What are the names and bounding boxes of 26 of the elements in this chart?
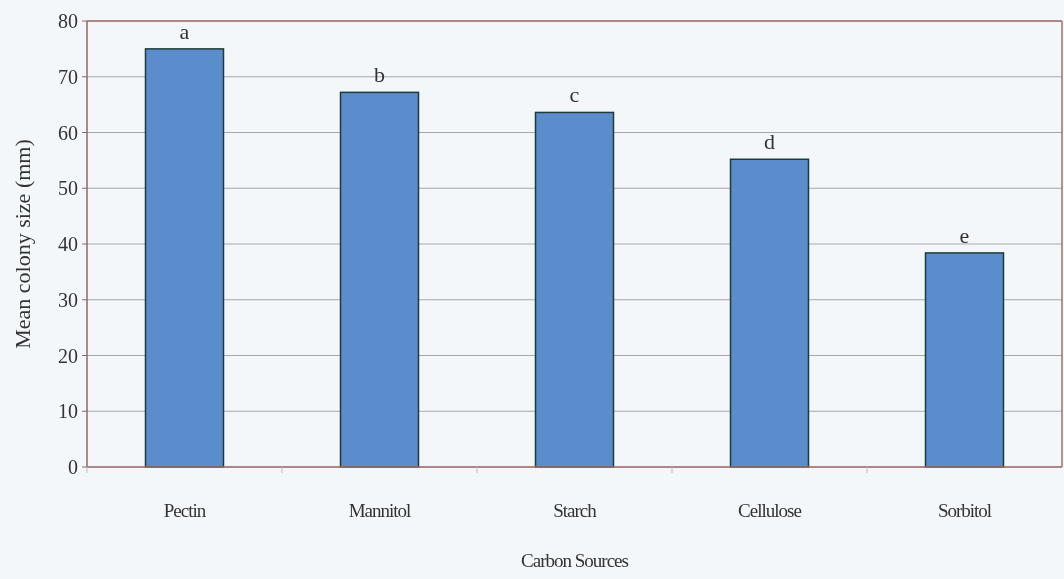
bar — [924, 252, 1005, 468]
annotation: c — [569, 82, 580, 108]
annotation: d — [764, 129, 775, 155]
y-tick-label: 40 — [58, 233, 78, 255]
x-tick-label: Sorbitol — [937, 500, 992, 521]
x-tick-label: Pectin — [163, 500, 207, 521]
bar — [534, 111, 615, 468]
y-tick-label: 80 — [58, 10, 78, 32]
annotation: a — [179, 18, 190, 44]
y-tick-label: 0 — [68, 456, 78, 478]
bar — [339, 91, 420, 468]
y-tick-label: 20 — [58, 344, 78, 367]
y-tick-label: 60 — [58, 121, 78, 144]
bar — [144, 48, 225, 468]
y-tick-label: 30 — [58, 288, 78, 311]
annotation: b — [374, 62, 385, 88]
y-axis-title: Mean colony size (mm) — [10, 139, 35, 349]
bar — [729, 158, 810, 468]
y-tick-label: 10 — [58, 400, 78, 423]
x-tick-label: Starch — [553, 500, 598, 521]
x-axis-title: Carbon Sources — [521, 550, 629, 571]
annotation: e — [959, 222, 970, 248]
x-tick-label: Cellulose — [738, 500, 802, 521]
y-tick-label: 50 — [58, 177, 78, 200]
y-tick-label: 70 — [58, 65, 78, 88]
x-tick-label: Mannitol — [348, 500, 412, 521]
